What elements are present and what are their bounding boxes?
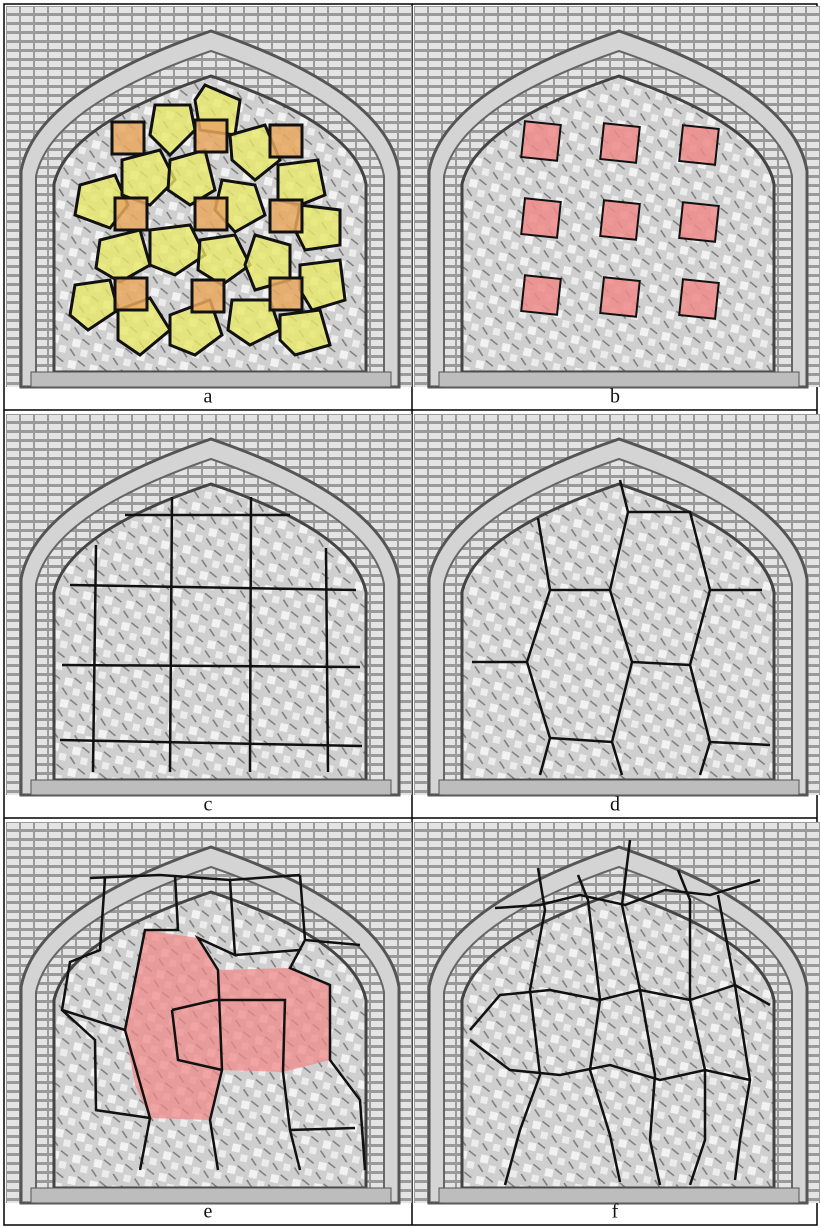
caption: d [610,794,620,816]
caption: a [204,386,213,408]
caption: c [204,794,213,816]
caption: f [612,1201,619,1223]
photo [6,414,412,795]
caption: e [204,1201,213,1223]
figure: a b c d e f [0,0,821,1228]
photo [414,6,820,387]
caption: b [610,386,620,408]
page: {"figure": {"panels": [{"caption": "a"},… [0,0,821,1228]
overlay-b [521,121,719,319]
photo [414,414,820,795]
